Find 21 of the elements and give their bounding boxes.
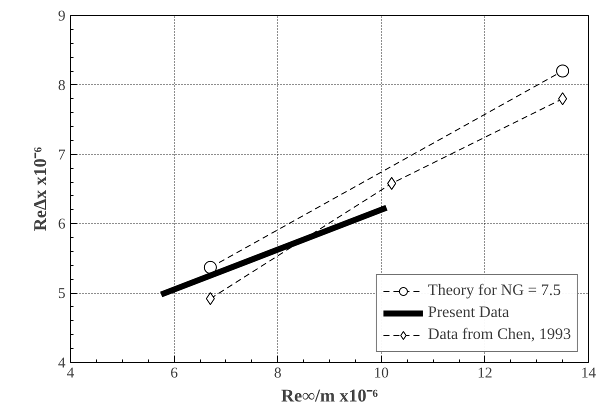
- y-axis-title: ReΔx x10⁻⁶: [30, 146, 50, 232]
- y-tick-label: 7: [58, 147, 66, 164]
- x-tick-label: 12: [477, 366, 492, 382]
- legend-label: Data from Chen, 1993: [428, 326, 571, 344]
- x-tick-label: 8: [274, 366, 282, 382]
- y-tick-label: 6: [58, 216, 66, 233]
- x-tick-label: 14: [581, 366, 596, 382]
- y-tick-label: 5: [58, 286, 66, 302]
- point: [556, 64, 570, 78]
- legend-label: Theory for NG = 7.5: [428, 282, 561, 300]
- x-axis-title: Re∞/m x10⁻⁶: [281, 386, 378, 406]
- y-tick-label: 4: [58, 356, 66, 372]
- legend-label: Present Data: [428, 304, 510, 322]
- y-tick-label: 8: [58, 78, 66, 94]
- point: [206, 292, 215, 306]
- x-tick-label: 10: [374, 366, 389, 382]
- x-tick-label: 6: [170, 366, 178, 382]
- point: [204, 260, 217, 274]
- point: [387, 176, 396, 190]
- point: [558, 92, 568, 106]
- y-tick-label: 9: [58, 8, 66, 24]
